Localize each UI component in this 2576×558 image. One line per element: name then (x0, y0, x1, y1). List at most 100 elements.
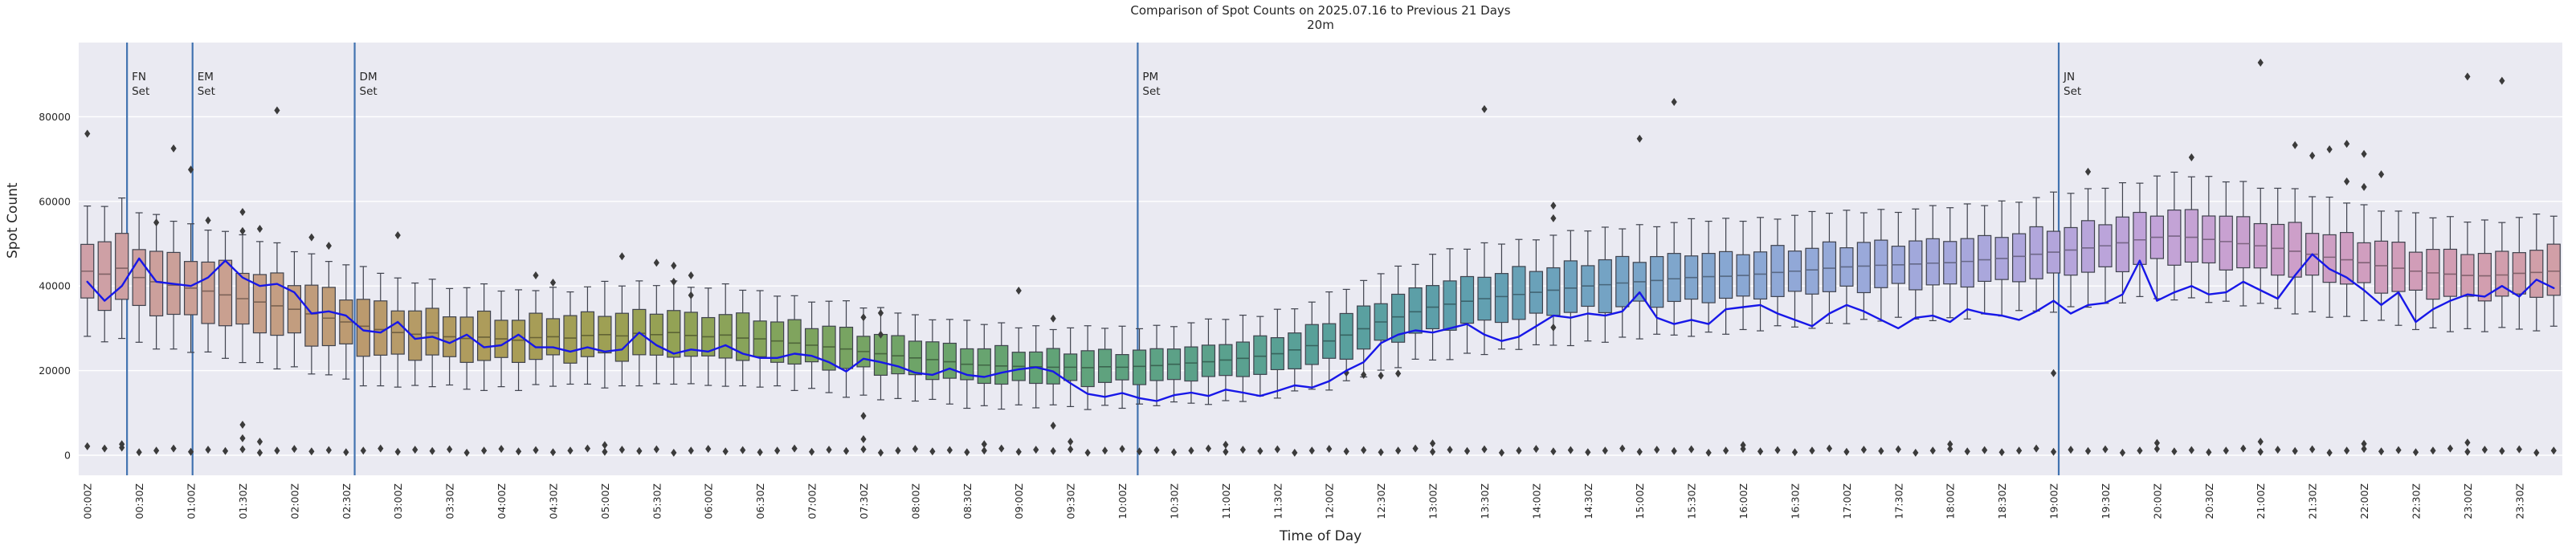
flier-high (1550, 202, 1557, 210)
flier-high (2084, 167, 2092, 176)
box (2012, 233, 2027, 283)
flier-low (602, 441, 608, 450)
x-tick-label: 16:30Z (1789, 483, 1801, 519)
box (356, 299, 370, 357)
box (1598, 259, 1612, 314)
flier-low (1895, 445, 1901, 454)
flier-high (2499, 76, 2505, 85)
flier-low (1223, 447, 1229, 456)
flier-low (1170, 448, 1178, 457)
x-tick-label: 23:00Z (2462, 483, 2474, 519)
x-tick-label: 19:00Z (2048, 483, 2060, 519)
box (925, 341, 940, 381)
flier-low (533, 446, 539, 454)
x-tick-label: 07:00Z (806, 483, 819, 519)
flier-low (1361, 370, 1367, 379)
x-tick-label: 14:30Z (1582, 483, 1594, 519)
flier-low (1671, 446, 1677, 455)
x-tick-label: 03:00Z (392, 483, 404, 519)
y-tick-label: 80000 (39, 111, 71, 123)
flier-low (636, 446, 643, 455)
flier-low (1998, 448, 2005, 457)
flier-low (1636, 447, 1643, 456)
box (1563, 260, 1578, 313)
flier-low (325, 446, 332, 454)
event-label: EM (198, 71, 214, 83)
flier-low (1050, 446, 1056, 455)
flier-low (463, 448, 470, 457)
box (218, 259, 233, 327)
flier-low (2016, 446, 2023, 455)
flier-high (688, 291, 694, 299)
x-tick-label: 16:00Z (1737, 483, 1749, 519)
flier-low (2068, 446, 2074, 454)
flier-high (274, 106, 280, 115)
box (1909, 240, 1923, 291)
flier-low (1205, 444, 1212, 453)
flier-low (2171, 447, 2178, 456)
flier-low (2309, 445, 2316, 454)
x-tick-label: 11:30Z (1272, 483, 1284, 519)
flier-low (1947, 445, 1953, 454)
box (476, 310, 492, 361)
box (1978, 234, 1992, 283)
flier-low (101, 444, 108, 453)
x-tick-label: 21:30Z (2307, 483, 2319, 519)
flier-high (205, 216, 211, 225)
flier-low (843, 446, 850, 455)
box (2167, 210, 2182, 266)
event-label: Set (360, 85, 378, 98)
box (201, 261, 215, 324)
box (2391, 242, 2406, 292)
event-label: JN (2063, 71, 2075, 83)
box (2322, 234, 2337, 283)
flier-low (239, 434, 246, 442)
plot-area (79, 43, 2562, 475)
y-tick-label: 40000 (39, 280, 71, 292)
box (2529, 250, 2544, 298)
flier-low (1378, 448, 1384, 457)
box (667, 310, 681, 358)
flier-low (912, 445, 919, 454)
box (2477, 253, 2492, 302)
flier-high (153, 218, 160, 227)
box (1201, 344, 1216, 377)
flier-low (2050, 369, 2057, 377)
box (1667, 253, 1681, 303)
flier-high (187, 165, 194, 174)
flier-low (929, 447, 936, 456)
flier-low (705, 445, 712, 454)
flier-low (1153, 446, 1160, 454)
x-tick-label: 22:00Z (2358, 483, 2370, 519)
flier-low (1239, 446, 1246, 454)
box (2236, 216, 2251, 269)
x-tick-label: 17:00Z (1841, 483, 1853, 519)
box (1512, 266, 1526, 320)
flier-low (1602, 446, 1608, 455)
x-tick-label: 22:30Z (2410, 483, 2422, 519)
box (977, 348, 991, 385)
box (1408, 287, 1423, 334)
flier-low (1533, 445, 1540, 454)
box (2271, 223, 2285, 276)
flier-low (1223, 440, 1229, 449)
flier-low (2481, 446, 2488, 454)
flier-high (877, 330, 884, 339)
flier-low (2153, 445, 2161, 454)
box (304, 284, 319, 347)
flier-low (1809, 446, 1815, 455)
flier-low (2499, 446, 2505, 455)
event-label: Set (1142, 85, 1160, 98)
x-tick-label: 09:30Z (1065, 483, 1077, 519)
flier-low (998, 444, 1005, 453)
box (1253, 335, 1268, 375)
flier-high (549, 278, 557, 287)
box (529, 312, 543, 360)
box (252, 274, 267, 334)
box (736, 312, 750, 361)
event-label: DM (360, 71, 378, 83)
flier-low (1033, 446, 1039, 454)
box (1046, 348, 1060, 385)
flier-low (549, 448, 557, 457)
flier-low (394, 447, 401, 456)
